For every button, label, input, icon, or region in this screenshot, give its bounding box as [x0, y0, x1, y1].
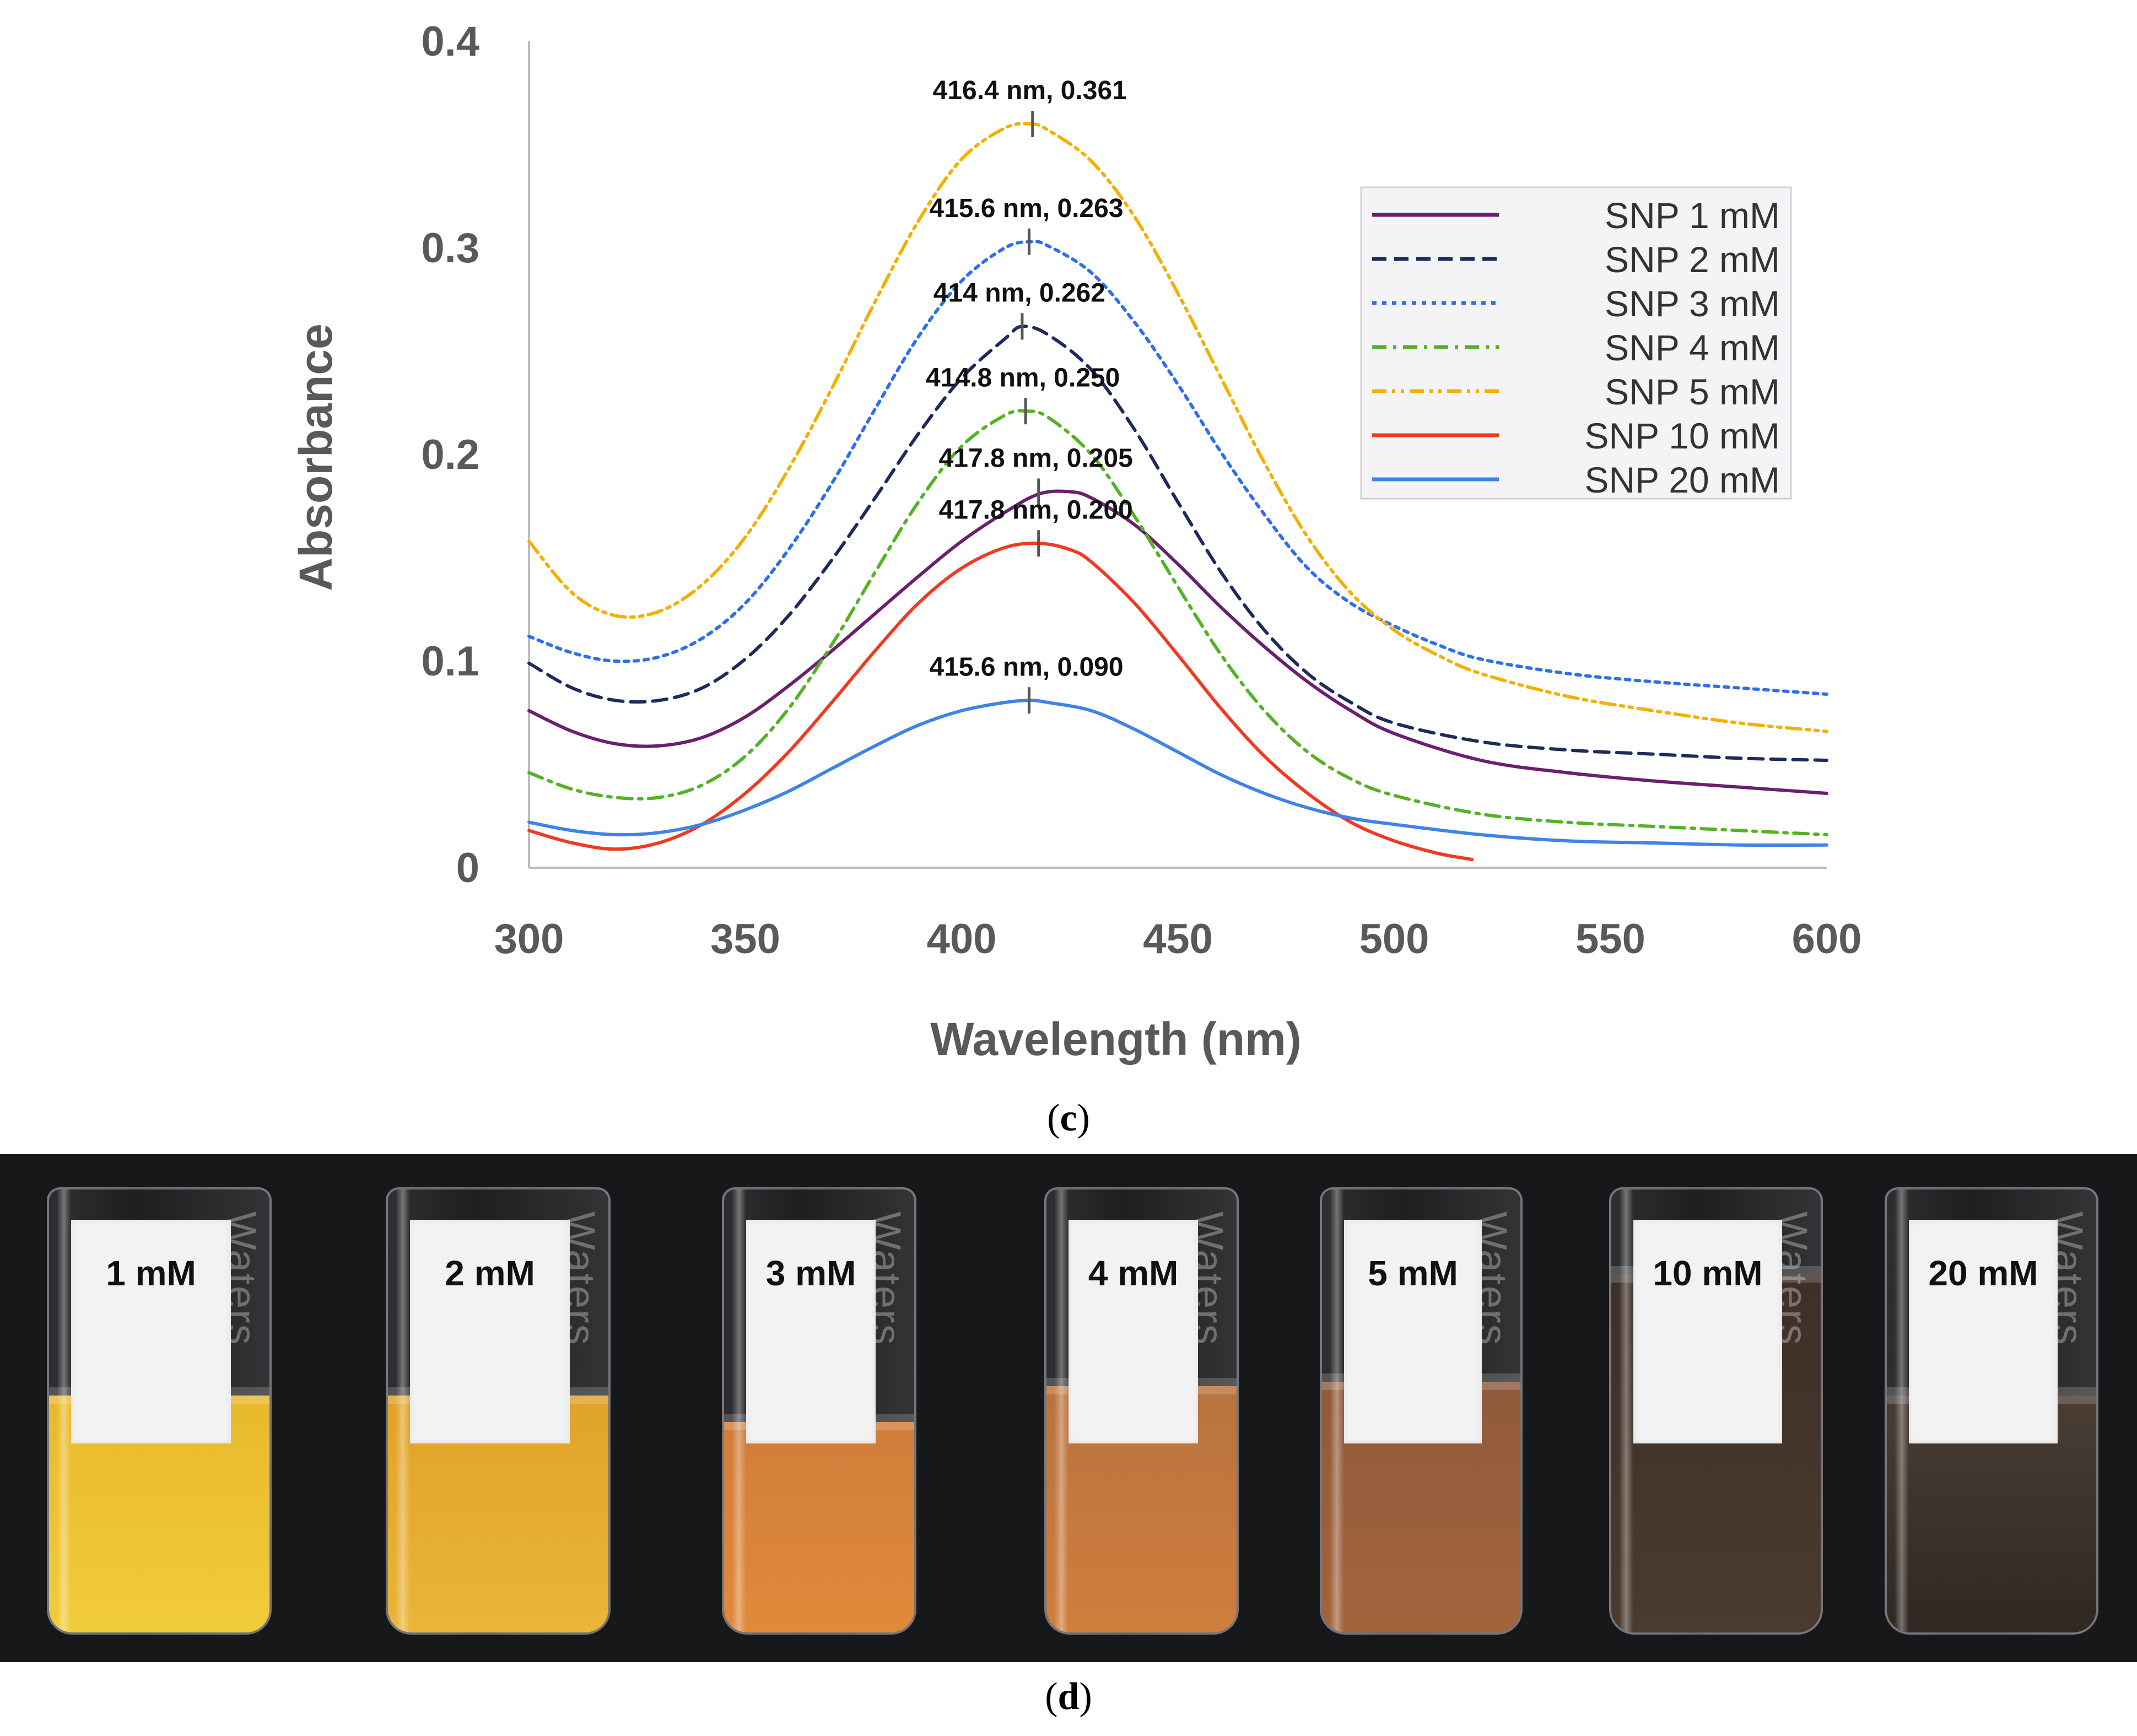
vial-concentration-text: 2 mM [445, 1253, 535, 1293]
vial-label: 5 mM [1344, 1220, 1482, 1443]
vial-concentration-text: 1 mM [106, 1253, 196, 1293]
vial: 3 mM Waters [722, 1187, 916, 1635]
x-tick-label: 450 [1143, 916, 1213, 962]
absorbance-chart: 416.4 nm, 0.361 415.6 nm, 0.263 414 nm, 0.… [290, 18, 1861, 1065]
legend-box [1360, 186, 1792, 500]
x-tick-label: 300 [494, 916, 564, 962]
vial-label: 10 mM [1633, 1220, 1782, 1443]
series-layer [527, 122, 1828, 861]
peak-annotation: 414 nm, 0.262 [933, 279, 1105, 308]
vial: 20 mM Waters [1885, 1187, 2098, 1635]
x-tick-label: 600 [1792, 916, 1862, 962]
peak-annotation: 416.4 nm, 0.361 [933, 76, 1127, 105]
peak-annotation: 417.8 nm, 0.200 [939, 495, 1133, 524]
legend-label: SNP 20 mM [1584, 459, 1780, 500]
vial-concentration-text: 20 mM [1928, 1253, 2038, 1293]
legend-label: SNP 5 mM [1605, 371, 1780, 412]
y-tick-label: 0.3 [421, 225, 479, 272]
vial-brand-text: Waters [219, 1212, 265, 1346]
series-line-4 [527, 409, 1828, 836]
legend-label: SNP 4 mM [1605, 327, 1780, 368]
vial-concentration-text: 3 mM [765, 1253, 856, 1293]
series-line-5 [527, 122, 1828, 733]
vial-brand-text: Waters [864, 1212, 909, 1346]
vial-label: 2 mM [410, 1220, 570, 1443]
vial-glare [1330, 1189, 1344, 1632]
vial-label: 3 mM [746, 1220, 876, 1443]
chart-caption: (c) [1047, 1097, 1090, 1139]
chart-axes [528, 41, 1827, 869]
vial-glare [1619, 1189, 1633, 1632]
legend-label: SNP 1 mM [1605, 195, 1780, 236]
series-line-3 [527, 240, 1828, 696]
vial-brand-text: Waters [1770, 1212, 1816, 1346]
vial: 4 mM Waters [1044, 1187, 1239, 1635]
vial-liquid [724, 1422, 914, 1632]
series-line-6 [527, 542, 1474, 861]
vial-label: 4 mM [1068, 1220, 1198, 1443]
vial-label: 20 mM [1909, 1220, 2058, 1443]
peak-annotation: 414.8 nm, 0.250 [926, 363, 1120, 392]
y-tick-label: 0.2 [421, 431, 479, 478]
vial-glare [1054, 1189, 1068, 1632]
vial-brand-text: Waters [558, 1212, 603, 1346]
vial-glare [1895, 1189, 1909, 1632]
vial-glare [732, 1189, 746, 1632]
y-tick-label: 0.4 [421, 18, 479, 65]
vial: 1 mM Waters [47, 1187, 272, 1635]
y-tick-label: 0 [456, 845, 479, 891]
legend-label: SNP 2 mM [1605, 239, 1780, 280]
series-line-2 [527, 325, 1828, 762]
x-tick-label: 500 [1359, 916, 1429, 962]
vial-concentration-text: 4 mM [1088, 1253, 1179, 1293]
peak-markers: 416.4 nm, 0.361 415.6 nm, 0.263 414 nm, 0.… [926, 76, 1133, 714]
x-axis-label: Wavelength (nm) [930, 1013, 1302, 1065]
vial-concentration-text: 5 mM [1368, 1253, 1458, 1293]
vial-brand-text: Waters [1470, 1212, 1515, 1346]
vial-label: 1 mM [71, 1220, 231, 1443]
peak-annotation: 415.6 nm, 0.263 [929, 194, 1123, 223]
y-tick-label: 0.1 [421, 638, 479, 685]
vial-brand-text: Waters [2046, 1212, 2091, 1346]
legend-label: SNP 10 mM [1584, 415, 1780, 456]
photo-caption: (d) [1045, 1675, 1092, 1718]
vial-glare [396, 1189, 410, 1632]
vials-photo: 1 mM Waters 2 mM Waters 3 mM Waters 4 mM Waters… [0, 1154, 2137, 1662]
tick-labels: 300 350 400 450 500 550 600 0 0.1 0.2 0.3 0.4 [421, 18, 1861, 962]
x-tick-label: 350 [710, 916, 780, 962]
vial-brand-text: Waters [1186, 1212, 1232, 1346]
y-axis-label: Absorbance [290, 323, 342, 591]
peak-annotation: 415.6 nm, 0.090 [929, 652, 1123, 682]
series-line-1 [527, 489, 1828, 795]
vial: 5 mM Waters [1320, 1187, 1523, 1635]
vial: 10 mM Waters [1609, 1187, 1823, 1635]
series-line-7 [527, 699, 1828, 847]
x-tick-label: 400 [927, 916, 997, 962]
vial: 2 mM Waters [386, 1187, 611, 1635]
legend-label: SNP 3 mM [1605, 283, 1780, 324]
vial-concentration-text: 10 mM [1653, 1253, 1763, 1293]
peak-annotation: 417.8 nm, 0.205 [939, 444, 1133, 473]
vial-glare [57, 1189, 71, 1632]
x-tick-label: 550 [1575, 916, 1645, 962]
